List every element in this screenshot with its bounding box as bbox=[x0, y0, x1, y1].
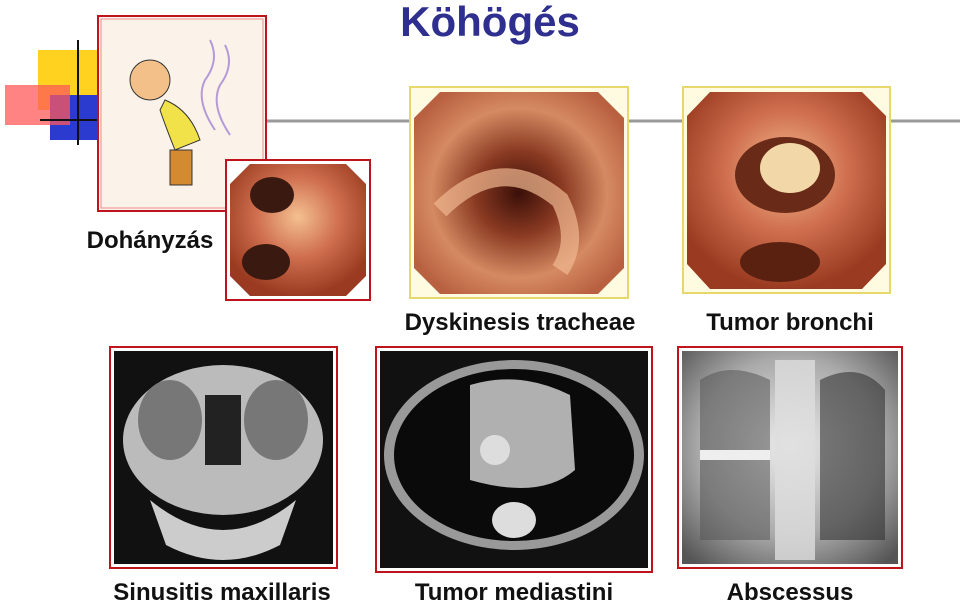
caption: Tumor bronchi bbox=[706, 309, 874, 336]
bronchus-photo bbox=[225, 159, 371, 301]
caption: Abscessus bbox=[727, 579, 854, 604]
chest-xray bbox=[677, 346, 903, 569]
sinus-ct bbox=[109, 346, 338, 569]
slide-title: Köhögés bbox=[400, 0, 580, 45]
caption: Sinusitis maxillaris bbox=[113, 579, 330, 604]
caption: Dohányzás bbox=[87, 227, 214, 254]
trachea-photo bbox=[409, 86, 629, 299]
caption: Tumor mediastini bbox=[415, 579, 613, 604]
caption: Dyskinesis tracheae bbox=[405, 309, 636, 336]
bronchus-tumor-photo bbox=[682, 86, 891, 294]
chest-ct bbox=[375, 346, 653, 573]
